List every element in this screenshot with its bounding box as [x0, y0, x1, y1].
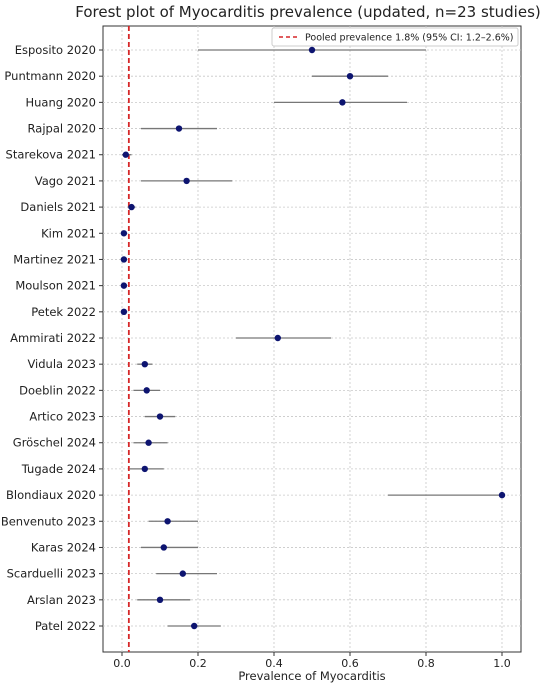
estimate-point	[308, 46, 316, 54]
study-label: Vago 2021	[35, 174, 96, 188]
study-label: Gröschel 2024	[13, 436, 96, 450]
estimate-point	[156, 596, 164, 604]
estimate-point	[145, 439, 152, 446]
chart-title: Forest plot of Myocarditis prevalence (u…	[75, 3, 540, 21]
legend-box	[271, 27, 519, 47]
x-tick-label: 0.4	[265, 657, 283, 670]
x-tick-label: 0.8	[417, 657, 435, 670]
x-tick-label: 0.6	[341, 657, 359, 670]
study-label: Arslan 2023	[27, 593, 96, 607]
study-label: Starekova 2021	[6, 148, 96, 162]
estimate-point	[191, 622, 198, 630]
study-label: Ammirati 2022	[10, 331, 96, 345]
study-label: Kim 2021	[41, 226, 96, 240]
estimate-points-layer	[120, 46, 506, 630]
x-ticks-layer: 0.0 0.2 0.4 0.6 0.8 1.0	[113, 652, 511, 670]
estimate-point	[120, 256, 128, 263]
estimate-point	[179, 570, 186, 577]
x-tick-label: 1.0	[493, 657, 511, 670]
study-label: Karas 2024	[31, 540, 96, 554]
estimate-point	[156, 413, 164, 420]
estimate-point	[183, 177, 190, 185]
study-label: Daniels 2021	[20, 200, 96, 214]
study-label: Artico 2023	[29, 410, 96, 424]
study-label: Petek 2022	[31, 305, 96, 319]
study-label: Moulson 2021	[15, 279, 96, 293]
estimate-point	[141, 360, 148, 368]
estimate-point	[122, 151, 129, 158]
legend: Pooled prevalence 1.8% (95% CI: 1.2–2.6%…	[271, 27, 519, 47]
x-axis-label: Prevalence of Myocarditis	[238, 669, 385, 683]
estimate-point	[120, 282, 128, 289]
estimate-point	[498, 491, 506, 499]
estimate-point	[274, 334, 281, 342]
study-label: Huang 2020	[26, 95, 97, 109]
study-label: Patel 2022	[35, 619, 96, 633]
estimate-point	[346, 72, 354, 80]
study-label: Benvenuto 2023	[1, 514, 96, 528]
x-tick-label: 0.0	[113, 657, 131, 670]
study-label: Esposito 2020	[15, 43, 96, 57]
study-label: Blondiaux 2020	[6, 488, 96, 502]
legend-pooled-label: Pooled prevalence 1.8% (95% CI: 1.2–2.6%…	[305, 33, 514, 44]
estimate-point	[120, 230, 128, 237]
estimate-point	[175, 125, 183, 132]
study-label: Rajpal 2020	[28, 122, 96, 136]
estimate-point	[160, 544, 167, 551]
study-label: Tugade 2024	[21, 462, 96, 476]
estimate-point	[164, 518, 171, 525]
x-tick-label: 0.2	[189, 657, 207, 670]
plot-area-frame	[102, 25, 522, 653]
estimate-point	[141, 465, 148, 473]
study-label: Doeblin 2022	[19, 383, 96, 397]
study-label: Puntmann 2020	[4, 69, 96, 83]
estimate-point	[339, 99, 346, 106]
estimate-point	[128, 203, 135, 211]
estimate-point	[143, 387, 150, 394]
study-label: Scarduelli 2023	[7, 567, 96, 581]
estimate-point	[120, 308, 128, 316]
study-label: Martinez 2021	[13, 252, 96, 266]
study-label: Vidula 2023	[27, 357, 96, 371]
study-labels-layer: Esposito 2020 Puntmann 2020 Huang 2020 Rajp…	[1, 43, 103, 633]
